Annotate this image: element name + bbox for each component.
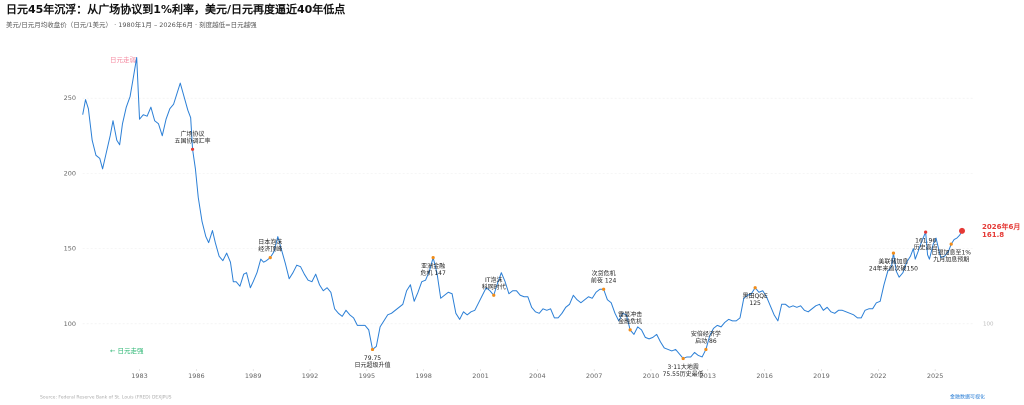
annotation-label: 危机 147 (420, 269, 446, 277)
annotation-label: 3·11大地震 (667, 363, 698, 371)
y-tick-label: 100 (64, 320, 76, 328)
x-tick-label: 2001 (472, 372, 489, 380)
annotation-label: 日银加息至1% (931, 249, 971, 257)
y-tick-label: 150 (64, 245, 76, 253)
x-tick-label: 2007 (586, 372, 603, 380)
annotation-dot (949, 242, 953, 246)
x-tick-label: 1983 (131, 372, 148, 380)
x-tick-label: 2013 (700, 372, 717, 380)
source: Source: Federal Reserve Bank of St. Loui… (40, 395, 172, 401)
annotation-label: 日本泡沫 (258, 238, 282, 246)
annotation-label: IT泡沫 (485, 276, 502, 284)
annotation-label: 24年来首次破150 (869, 265, 918, 273)
annotation-dot (704, 347, 708, 352)
annotation-label: 美联储加息 (878, 258, 908, 266)
ref-line-label: 100 (983, 321, 994, 327)
annotation-label: 安倍经济学 (691, 330, 721, 338)
annotation-dot (681, 356, 685, 361)
annotation-dot (891, 251, 896, 255)
annotation-dot (268, 256, 272, 260)
annotation-label: 雷曼冲击 (618, 310, 642, 318)
annotation-dot (492, 293, 496, 297)
x-tick-label: 1989 (245, 372, 262, 380)
annotation-dot (431, 256, 435, 260)
end-label: 2026年6月 (982, 222, 1020, 231)
x-tick-label: 1995 (359, 372, 376, 380)
chart-title: 日元45年沉浮：从广场协议到1%利率，美元/日元再度逼近40年低点 (6, 2, 345, 16)
annotation-dot (602, 287, 606, 291)
annotation-dot (753, 286, 757, 290)
y-tick-label: 250 (64, 94, 76, 102)
annotation-label: 161.96 (915, 238, 936, 245)
annotation-dot (370, 347, 375, 352)
annotation-dot (190, 147, 195, 151)
end-label: 161.8 (982, 231, 1004, 239)
annotation-label: 科网时代 (482, 283, 506, 291)
annotation-label: 日元超级升值 (355, 361, 391, 369)
direction-label: 日元走弱 (110, 56, 136, 64)
annotation-label: 79.75 (364, 355, 381, 362)
annotation-label: 金融危机 (618, 317, 642, 325)
annotation-label: 次贷危机 (592, 270, 616, 278)
series-line (82, 57, 963, 359)
annotation-dot (924, 230, 928, 234)
chart-subtitle: 美元/日元月均收盘价（日元/1美元） · 1980年1月 – 2026年6月 ·… (6, 20, 257, 29)
annotation-dot (628, 328, 632, 332)
annotation-label: 75.55历史最低 (663, 370, 704, 378)
annotation-label: 前夜 124 (591, 277, 617, 285)
annotation-label: 九月加息预期 (933, 256, 969, 264)
annotation-label: 历史高点 (914, 244, 938, 252)
annotation-label: 启动 86 (695, 337, 717, 345)
annotation-label: 广场协议 (181, 130, 205, 138)
x-tick-label: 1986 (188, 372, 205, 380)
x-tick-label: 2022 (870, 372, 887, 380)
annotation-label: 亚洲金融 (421, 262, 445, 270)
annotation-label: 125 (749, 300, 761, 307)
y-tick-label: 200 (64, 169, 76, 177)
end-point (959, 227, 966, 234)
x-tick-label: 1992 (302, 372, 319, 380)
x-tick-label: 2016 (756, 372, 773, 380)
x-tick-label: 2004 (529, 372, 546, 380)
annotation-label: 经济顶峰 (258, 245, 282, 253)
x-tick-label: 2010 (643, 372, 660, 380)
x-tick-label: 1998 (415, 372, 432, 380)
brand: 金融数据可视化 (950, 394, 985, 401)
annotation-label: 黑田QQE (743, 293, 768, 300)
annotation-label: 五国协调汇率 (175, 137, 211, 145)
x-tick-label: 2025 (927, 372, 944, 380)
x-tick-label: 2019 (813, 372, 830, 380)
direction-label: ← 日元走强 (110, 347, 144, 355)
